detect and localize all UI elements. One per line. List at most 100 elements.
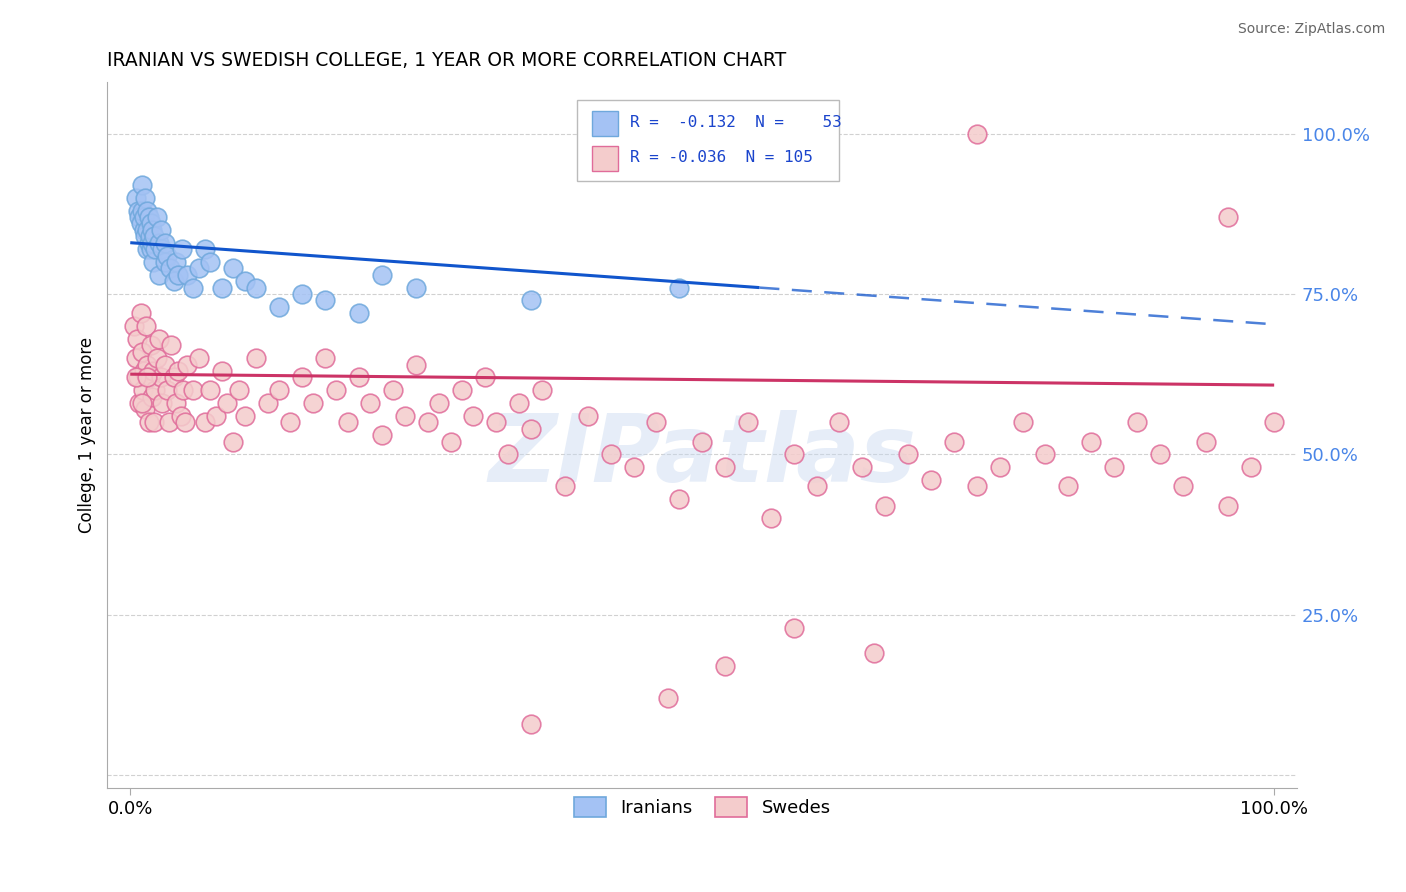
Point: [1080, 434, 1102, 449]
Point: [1240, 460, 1263, 475]
Point: [1194, 434, 1216, 449]
Point: [136, 370, 159, 384]
Point: [531, 383, 554, 397]
Point: [988, 460, 1011, 475]
Legend: Iranians, Swedes: Iranians, Swedes: [567, 789, 838, 825]
Point: [134, 229, 156, 244]
Point: [806, 479, 828, 493]
Point: [427, 396, 450, 410]
Point: [127, 332, 149, 346]
Point: [156, 248, 179, 262]
Point: [194, 242, 217, 256]
Point: [125, 191, 148, 205]
Point: [256, 396, 278, 410]
Point: [439, 434, 461, 449]
Point: [519, 422, 541, 436]
Point: [148, 268, 170, 282]
Point: [172, 383, 194, 397]
Point: [474, 370, 496, 384]
Point: [142, 255, 165, 269]
Point: [485, 415, 508, 429]
Point: [245, 351, 267, 366]
Point: [496, 447, 519, 461]
Point: [142, 364, 165, 378]
Point: [138, 370, 160, 384]
Point: [132, 210, 155, 224]
Point: [233, 274, 256, 288]
Point: [942, 434, 965, 449]
Point: [127, 370, 149, 384]
Text: R = -0.036  N = 105: R = -0.036 N = 105: [630, 150, 813, 165]
Point: [139, 242, 162, 256]
Point: [451, 383, 474, 397]
Point: [150, 242, 173, 256]
Point: [139, 338, 162, 352]
Point: [1011, 415, 1033, 429]
Point: [145, 242, 167, 256]
Point: [200, 255, 222, 269]
Point: [148, 235, 170, 250]
Point: [145, 351, 167, 366]
Point: [291, 370, 314, 384]
Point: [1218, 499, 1240, 513]
Point: [714, 659, 737, 673]
Point: [135, 319, 157, 334]
Point: [657, 691, 679, 706]
Point: [623, 460, 645, 475]
Point: [1126, 415, 1149, 429]
Point: [163, 274, 186, 288]
Point: [134, 191, 156, 205]
Point: [371, 268, 394, 282]
Point: [828, 415, 851, 429]
Point: [1057, 479, 1080, 493]
Point: [174, 415, 197, 429]
Point: [145, 210, 167, 224]
Point: [176, 268, 198, 282]
Point: [222, 261, 245, 276]
Point: [131, 203, 153, 218]
Point: [217, 396, 239, 410]
Point: [143, 415, 166, 429]
Point: [157, 415, 180, 429]
Point: [280, 415, 302, 429]
Point: [783, 447, 806, 461]
Point: [966, 479, 988, 493]
Point: [125, 351, 148, 366]
Point: [267, 300, 290, 314]
Point: [134, 402, 156, 417]
Point: [136, 223, 159, 237]
Point: [1263, 415, 1285, 429]
Point: [222, 434, 245, 449]
Point: [783, 620, 806, 634]
Point: [645, 415, 668, 429]
Point: [167, 268, 190, 282]
Text: R =  -0.132  N =    53: R = -0.132 N = 53: [630, 115, 841, 130]
Point: [347, 306, 370, 320]
Point: [138, 229, 160, 244]
Point: [211, 280, 233, 294]
Point: [668, 280, 690, 294]
Point: [153, 255, 176, 269]
Point: [160, 338, 183, 352]
Point: [136, 242, 159, 256]
Point: [138, 415, 160, 429]
Point: [690, 434, 713, 449]
Point: [165, 255, 187, 269]
Point: [141, 223, 163, 237]
Point: [1149, 447, 1171, 461]
Point: [668, 492, 690, 507]
Point: [920, 473, 942, 487]
Point: [211, 364, 233, 378]
Point: [508, 396, 530, 410]
Point: [200, 383, 222, 397]
Point: [181, 383, 204, 397]
Point: [143, 229, 166, 244]
Point: [163, 370, 186, 384]
Point: [759, 511, 782, 525]
Point: [141, 390, 163, 404]
Point: [138, 235, 160, 250]
Point: [129, 217, 152, 231]
Text: Source: ZipAtlas.com: Source: ZipAtlas.com: [1237, 22, 1385, 37]
Point: [205, 409, 228, 423]
Point: [519, 716, 541, 731]
